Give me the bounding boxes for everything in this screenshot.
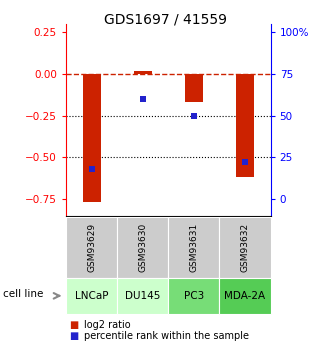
Text: cell line: cell line bbox=[3, 289, 44, 299]
Bar bbox=[236, 74, 254, 177]
Bar bbox=[134, 71, 152, 74]
Text: GSM93629: GSM93629 bbox=[87, 223, 96, 272]
Text: MDA-2A: MDA-2A bbox=[224, 291, 266, 301]
Text: DU145: DU145 bbox=[125, 291, 160, 301]
Bar bbox=[82, 74, 101, 202]
Text: PC3: PC3 bbox=[184, 291, 204, 301]
Text: ■: ■ bbox=[69, 332, 79, 341]
Text: GSM93631: GSM93631 bbox=[189, 223, 198, 272]
Text: log2 ratio: log2 ratio bbox=[84, 321, 131, 330]
Text: GDS1697 / 41559: GDS1697 / 41559 bbox=[104, 12, 226, 26]
Text: LNCaP: LNCaP bbox=[75, 291, 108, 301]
Bar bbox=[185, 74, 203, 102]
Text: GSM93632: GSM93632 bbox=[241, 223, 249, 272]
Text: ■: ■ bbox=[69, 321, 79, 330]
Text: percentile rank within the sample: percentile rank within the sample bbox=[84, 332, 249, 341]
Text: GSM93630: GSM93630 bbox=[138, 223, 147, 272]
